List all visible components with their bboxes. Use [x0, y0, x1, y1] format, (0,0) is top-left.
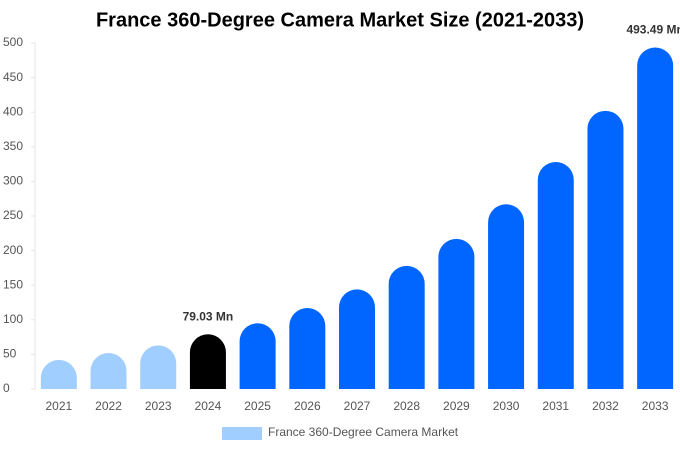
x-tick-label: 2028: [393, 399, 420, 413]
bar: [587, 110, 624, 390]
y-tick-label: 300: [3, 174, 23, 188]
bar: [339, 289, 375, 389]
y-tick-label: 50: [3, 347, 17, 361]
x-tick-label: 2030: [493, 399, 520, 413]
y-tick-label: 400: [3, 104, 23, 118]
y-tick-label: 100: [3, 312, 23, 326]
x-tick-label: 2025: [244, 399, 271, 413]
legend-swatch: [222, 427, 262, 440]
x-tick-label: 2032: [592, 399, 619, 413]
bar: [239, 323, 276, 389]
bar: [289, 308, 326, 389]
x-tick-label: 2022: [95, 399, 122, 413]
bar: [637, 47, 674, 390]
x-tick-label: 2021: [45, 399, 72, 413]
bar: [537, 162, 574, 389]
value-label: 493.49 Mn: [626, 23, 680, 37]
x-tick-label: 2033: [642, 399, 669, 413]
value-label: 79.03 Mn: [183, 309, 234, 323]
x-tick-label: 2024: [195, 399, 222, 413]
y-tick-label: 200: [3, 243, 23, 257]
bar: [438, 238, 475, 389]
chart-title: France 360-Degree Camera Market Size (20…: [96, 9, 584, 31]
bar: [189, 334, 226, 389]
y-tick-label: 0: [3, 381, 10, 395]
y-tick-label: 350: [3, 139, 23, 153]
x-tick-label: 2023: [145, 399, 172, 413]
bar: [90, 353, 127, 389]
bar: [388, 265, 425, 389]
x-tick-label: 2029: [443, 399, 470, 413]
x-tick-label: 2031: [542, 399, 569, 413]
y-tick-label: 450: [3, 70, 23, 84]
x-tick-label: 2027: [344, 399, 371, 413]
y-tick-label: 150: [3, 277, 23, 291]
bar: [40, 359, 77, 389]
y-tick-label: 500: [3, 35, 23, 49]
legend-label: France 360-Degree Camera Market: [268, 425, 459, 439]
y-tick-label: 250: [3, 208, 23, 222]
x-tick-label: 2026: [294, 399, 321, 413]
bar: [488, 204, 525, 389]
bar: [140, 345, 177, 389]
